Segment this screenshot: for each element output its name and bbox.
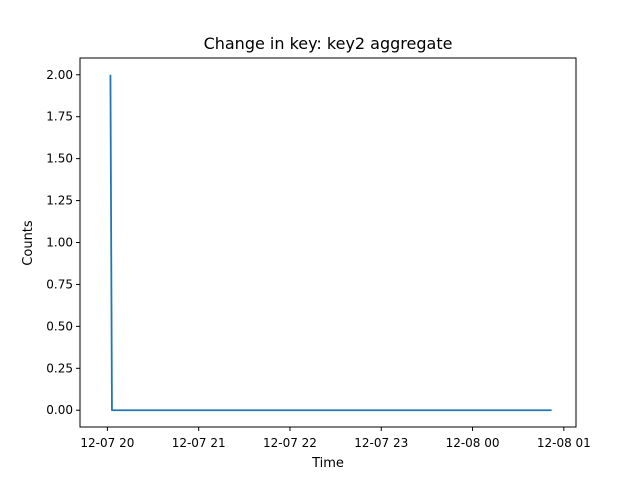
x-tick-label: 12-07 21 <box>172 436 226 450</box>
y-tick-label: 0.25 <box>46 361 73 375</box>
x-axis-label: Time <box>311 456 344 471</box>
plot-frame <box>79 57 577 428</box>
x-tick-label: 12-08 00 <box>446 436 500 450</box>
y-tick-label: 0.00 <box>46 403 73 417</box>
plot-area <box>109 74 552 412</box>
chart-title: Change in key: key2 aggregate <box>204 34 453 53</box>
x-tick-label: 12-07 20 <box>80 436 134 450</box>
x-tick-label: 12-07 22 <box>263 436 317 450</box>
x-axis: 12-07 20 12-07 21 12-07 22 12-07 23 12-08 00… <box>80 427 591 450</box>
y-tick-label: 1.50 <box>46 152 73 166</box>
series-line <box>109 74 552 412</box>
y-tick-label: 2.00 <box>46 68 73 82</box>
x-tick-label: 12-08 01 <box>537 436 591 450</box>
y-tick-label: 1.25 <box>46 194 73 208</box>
y-tick-label: 0.75 <box>46 277 73 291</box>
y-tick-label: 0.50 <box>46 319 73 333</box>
y-axis: 0.00 0.25 0.50 0.75 1.00 1.25 1.50 1.75 2.00 <box>46 68 80 417</box>
y-tick-label: 1.00 <box>46 236 73 250</box>
x-tick-label: 12-07 23 <box>354 436 408 450</box>
y-tick-label: 1.75 <box>46 110 73 124</box>
y-axis-label: Counts <box>21 220 36 266</box>
